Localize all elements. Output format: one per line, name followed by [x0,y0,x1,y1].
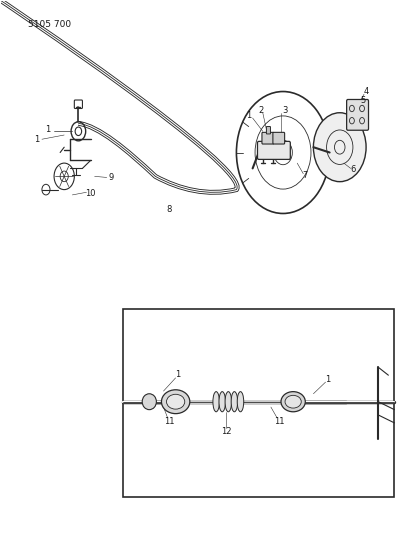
Text: 3: 3 [282,106,288,115]
FancyBboxPatch shape [347,100,368,130]
Ellipse shape [285,395,301,408]
FancyBboxPatch shape [273,132,285,144]
Ellipse shape [225,392,232,412]
Ellipse shape [213,392,220,412]
Text: 12: 12 [221,427,231,437]
Text: 2: 2 [258,106,263,115]
Ellipse shape [281,392,305,412]
FancyBboxPatch shape [266,126,271,134]
Ellipse shape [231,392,237,412]
Ellipse shape [162,390,190,414]
Text: 7: 7 [303,171,308,180]
Ellipse shape [219,392,226,412]
Text: 5105 700: 5105 700 [28,20,71,29]
Circle shape [313,113,366,182]
Text: 5: 5 [361,95,366,104]
Text: 11: 11 [274,417,284,426]
Text: 4: 4 [364,87,369,96]
FancyBboxPatch shape [74,100,82,109]
Text: 1: 1 [325,375,330,384]
Text: 11: 11 [164,417,175,426]
Ellipse shape [142,394,156,410]
Text: 1: 1 [175,369,180,378]
Ellipse shape [166,394,185,409]
Circle shape [236,92,330,214]
Text: 1: 1 [34,135,40,144]
Text: 8: 8 [167,205,172,214]
FancyBboxPatch shape [257,141,290,159]
Bar [123,309,395,497]
Text: 9: 9 [108,173,113,182]
Text: 6: 6 [350,166,356,174]
FancyBboxPatch shape [262,132,274,144]
Text: 1: 1 [246,111,251,120]
Ellipse shape [237,392,244,412]
Text: 10: 10 [85,189,96,198]
Text: 1: 1 [45,125,51,134]
